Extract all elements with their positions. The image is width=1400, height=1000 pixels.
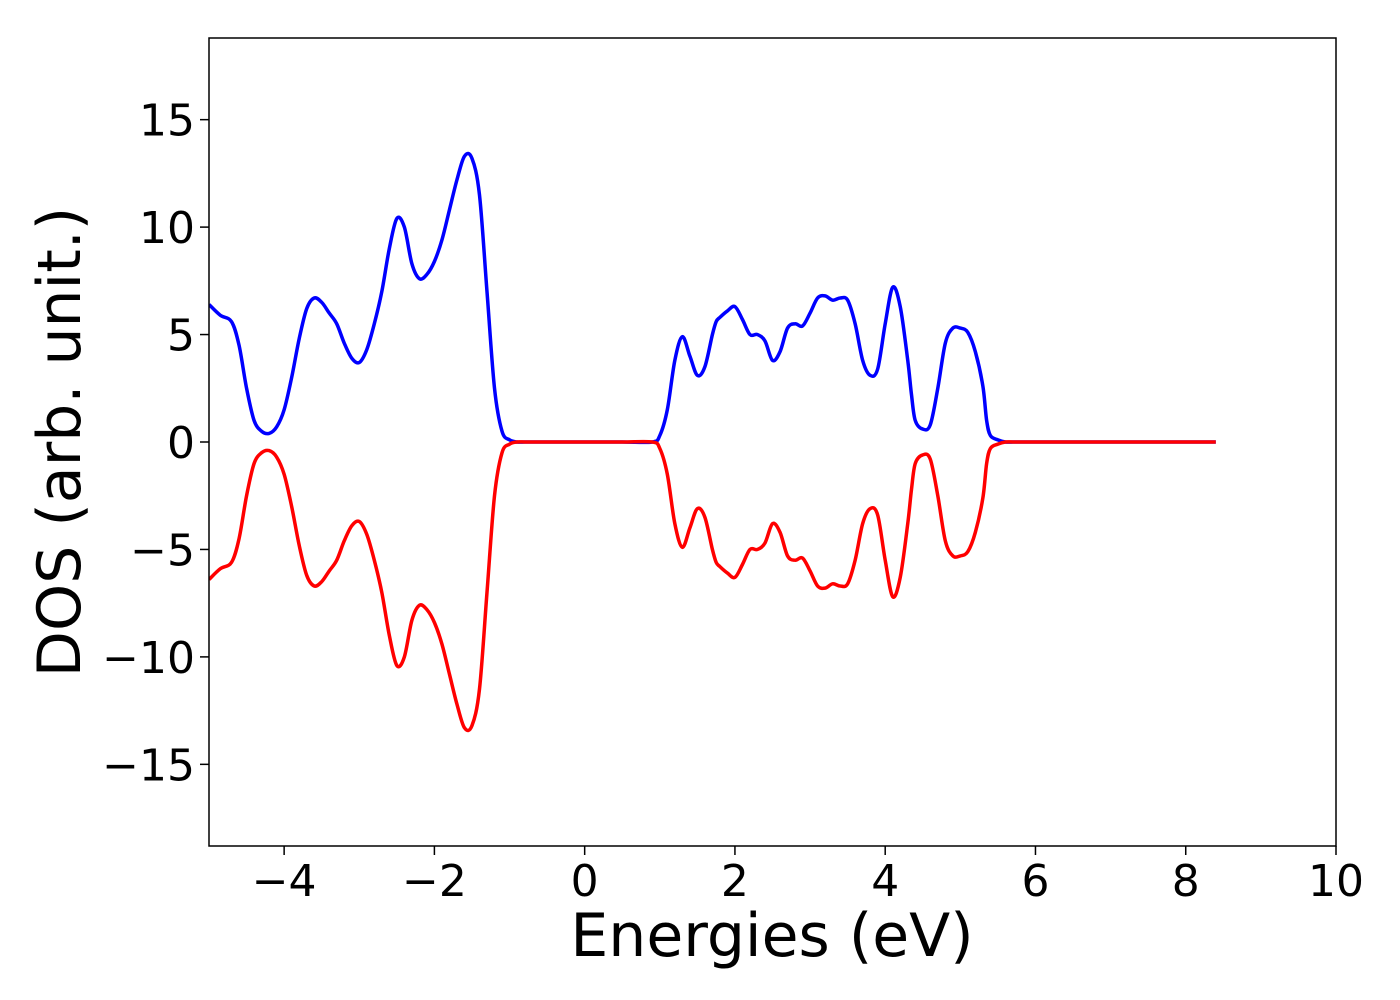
y-tick-label: 5 [167, 311, 195, 362]
x-tick-label: −4 [252, 856, 317, 907]
x-tick-label: 0 [571, 856, 599, 907]
y-tick-label: −5 [130, 525, 195, 576]
series-line-negative [209, 439, 1216, 733]
y-tick-label: −10 [102, 633, 195, 684]
series-line-positive [209, 151, 1216, 445]
x-tick-label: 10 [1308, 856, 1364, 907]
y-axis-title: DOS (arb. unit.) [25, 207, 95, 677]
x-axis-ticks: −4 −2 0 2 4 6 8 10 [252, 846, 1364, 907]
x-tick-label: 6 [1021, 856, 1049, 907]
x-tick-label: 2 [721, 856, 749, 907]
x-tick-label: −2 [402, 856, 467, 907]
y-tick-label: 10 [139, 203, 195, 254]
series-layer [209, 151, 1216, 733]
x-axis-title: Energies (eV) [570, 901, 973, 971]
y-tick-label: 15 [139, 96, 195, 147]
y-axis-ticks: −15 −10 −5 0 5 10 15 [102, 96, 209, 791]
x-tick-label: 4 [871, 856, 899, 907]
y-tick-label: 0 [167, 418, 195, 469]
y-tick-label: −15 [102, 740, 195, 791]
x-tick-label: 8 [1172, 856, 1200, 907]
